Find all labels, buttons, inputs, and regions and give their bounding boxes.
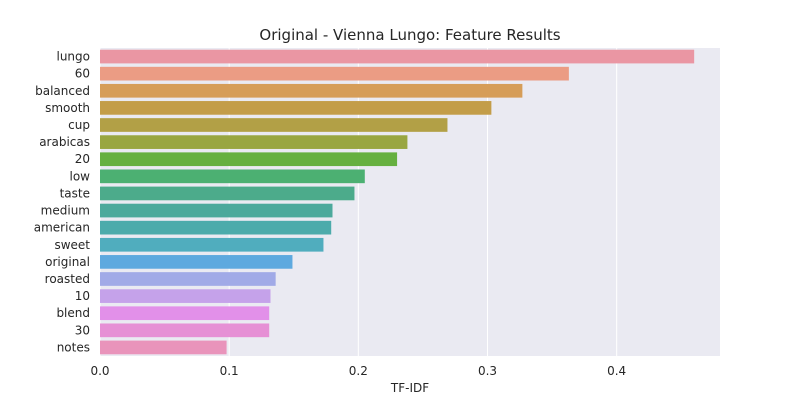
bar-lungo bbox=[100, 49, 695, 64]
bar-medium bbox=[100, 203, 333, 218]
y-tick-label: low bbox=[70, 169, 91, 183]
x-axis-label: TF-IDF bbox=[390, 381, 429, 395]
bar-arabicas bbox=[100, 135, 408, 149]
y-tick-label: 10 bbox=[75, 289, 90, 303]
bar-sweet bbox=[100, 237, 324, 252]
y-tick-label: medium bbox=[41, 204, 90, 218]
y-tick-label: sweet bbox=[54, 238, 90, 252]
y-tick-label: original bbox=[45, 255, 90, 269]
y-tick-label: taste bbox=[60, 186, 90, 200]
bar-notes bbox=[100, 340, 227, 355]
x-tick-label: 0.2 bbox=[349, 364, 368, 378]
chart-title: Original - Vienna Lungo: Feature Results bbox=[259, 26, 560, 44]
gridlines bbox=[99, 48, 618, 356]
bar-30 bbox=[100, 323, 270, 338]
x-tick-label: 0.0 bbox=[90, 364, 109, 378]
y-tick-label: notes bbox=[57, 340, 90, 354]
bar-taste bbox=[100, 186, 355, 201]
y-tick-label: balanced bbox=[35, 84, 90, 98]
bar-blend bbox=[100, 306, 270, 321]
y-tick-label: 20 bbox=[75, 152, 90, 166]
y-tick-label: arabicas bbox=[39, 135, 90, 149]
bar-60 bbox=[100, 66, 569, 81]
y-tick-label: cup bbox=[68, 118, 90, 132]
bars bbox=[100, 49, 695, 355]
bar-10 bbox=[100, 289, 271, 303]
bar-smooth bbox=[100, 101, 492, 115]
y-tick-labels: lungo 60 balanced smooth cup arabicas 20 low tas… bbox=[34, 50, 91, 355]
bar-roasted bbox=[100, 272, 276, 286]
y-tick-label: smooth bbox=[45, 101, 90, 115]
y-tick-label: lungo bbox=[56, 50, 90, 64]
y-tick-label: blend bbox=[56, 306, 90, 320]
y-tick-label: 60 bbox=[75, 67, 90, 81]
bar-20 bbox=[100, 152, 398, 167]
y-tick-label: 30 bbox=[75, 323, 90, 337]
x-tick-label: 0.4 bbox=[607, 364, 626, 378]
x-tick-label: 0.1 bbox=[220, 364, 239, 378]
y-tick-label: american bbox=[34, 221, 90, 235]
bar-american bbox=[100, 220, 332, 235]
x-tick-label: 0.3 bbox=[478, 364, 497, 378]
x-tick-labels: 0.0 0.1 0.2 0.3 0.4 bbox=[90, 364, 626, 378]
bar-low bbox=[100, 169, 365, 184]
y-tick-label: roasted bbox=[45, 272, 90, 286]
bar-original bbox=[100, 255, 293, 269]
bar-balanced bbox=[100, 83, 523, 98]
bar-cup bbox=[100, 118, 448, 132]
